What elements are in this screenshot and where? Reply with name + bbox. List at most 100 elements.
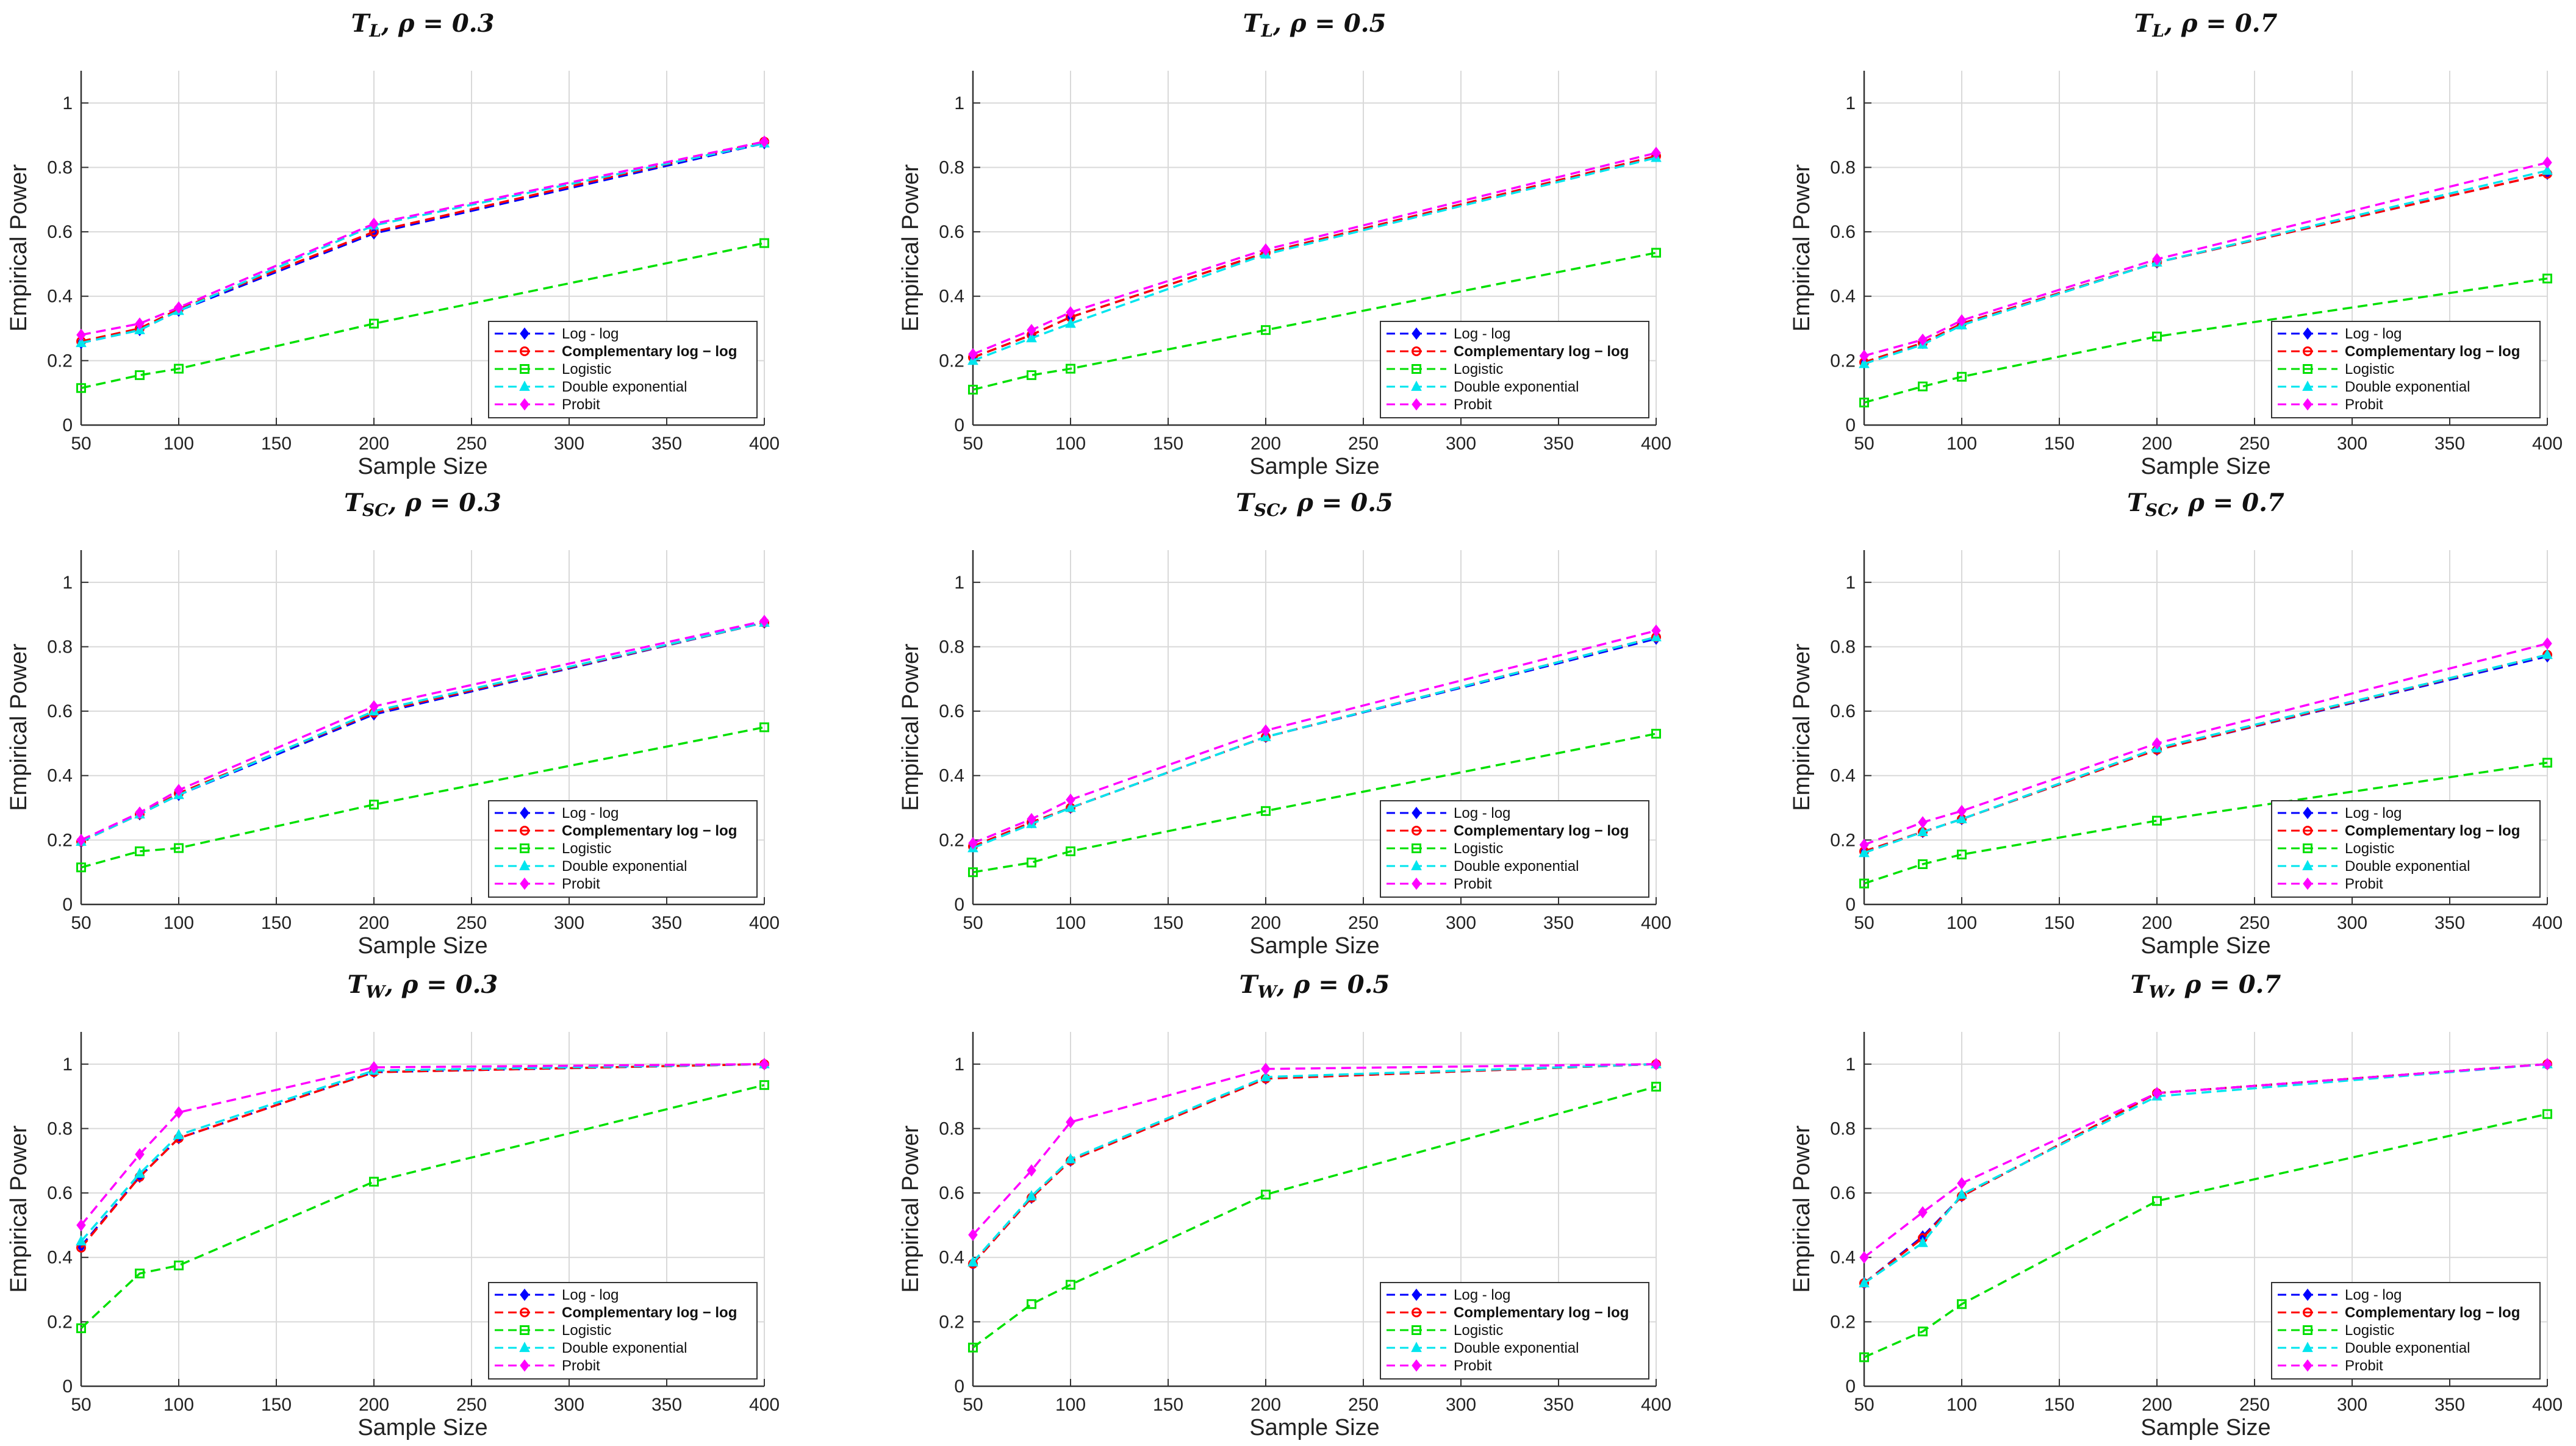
legend-swatch-marker bbox=[1412, 364, 1421, 374]
data-point bbox=[1065, 1153, 1076, 1164]
x-tick-label: 350 bbox=[651, 913, 682, 933]
data-point bbox=[1651, 729, 1661, 739]
x-axis-label: Sample Size bbox=[1249, 1415, 1379, 1441]
legend: Log - log Complementary log − logLogistic… bbox=[2271, 1282, 2541, 1380]
x-tick-label: 100 bbox=[163, 434, 194, 454]
x-tick-label: 400 bbox=[2532, 1395, 2563, 1415]
data-point bbox=[173, 1129, 184, 1139]
data-point bbox=[76, 834, 86, 846]
series-line bbox=[81, 142, 765, 345]
data-point bbox=[2542, 757, 2552, 768]
data-point bbox=[2542, 156, 2552, 169]
series-line bbox=[972, 151, 1657, 356]
y-tick-label: 0.8 bbox=[1830, 1119, 1856, 1139]
x-tick-label: 200 bbox=[1250, 434, 1281, 454]
x-axis-label: Sample Size bbox=[357, 454, 487, 479]
data-point bbox=[759, 615, 769, 628]
legend: Log - log Complementary log − logLogistic… bbox=[488, 1282, 758, 1380]
x-tick-label: 50 bbox=[1854, 1395, 1874, 1415]
legend-swatch-marker bbox=[520, 877, 529, 890]
series-line bbox=[972, 251, 1657, 391]
legend-swatch-marker bbox=[1412, 826, 1421, 836]
y-tick-label: 0.2 bbox=[47, 830, 73, 850]
legend-swatch-marker bbox=[519, 381, 530, 391]
data-point bbox=[135, 317, 145, 330]
data-point bbox=[1066, 1280, 1075, 1290]
y-tick-label: 1 bbox=[1845, 93, 1856, 113]
data-point bbox=[2542, 637, 2552, 650]
legend-swatch-marker bbox=[520, 1359, 529, 1372]
data-point bbox=[968, 384, 978, 395]
legend-swatch-marker bbox=[2303, 1359, 2312, 1372]
legend-entry: Complementary log − log bbox=[1454, 823, 1629, 839]
data-point bbox=[1859, 357, 1870, 368]
data-point bbox=[1918, 1206, 1928, 1219]
legend-entry: Complementary log − log bbox=[1454, 1305, 1629, 1321]
x-tick-label: 150 bbox=[261, 913, 292, 933]
data-point bbox=[1261, 1062, 1271, 1075]
y-tick-label: 0.8 bbox=[939, 1119, 964, 1139]
y-axis-label: Empirical Power bbox=[1789, 643, 1815, 811]
y-axis-label: Empirical Power bbox=[1789, 1125, 1815, 1293]
x-tick-label: 200 bbox=[1250, 1395, 1281, 1415]
data-point bbox=[968, 1342, 978, 1353]
data-point bbox=[174, 301, 184, 314]
data-point bbox=[2152, 737, 2162, 750]
chart-panel-3: 50 100 150 200 250 300 350 400 0 0.2 0.4 0.6 0.8 1 Sam… bbox=[1789, 9, 2563, 479]
chart-panel-5: 50 100 150 200 250 300 350 400 0 0.2 0.4 0.6 0.8 1 Sam… bbox=[898, 489, 1671, 959]
data-point bbox=[1027, 370, 1036, 381]
data-point bbox=[759, 1080, 769, 1090]
data-point bbox=[1651, 248, 1661, 258]
data-point bbox=[2542, 1058, 2552, 1070]
data-point bbox=[76, 337, 87, 348]
legend-entry: Complementary log − log bbox=[562, 1305, 737, 1321]
chart-title: TL, ρ = 0.5 bbox=[1243, 9, 1387, 41]
chart-title: TL, ρ = 0.3 bbox=[351, 9, 495, 41]
x-tick-label: 100 bbox=[1055, 434, 1086, 454]
data-point bbox=[1027, 857, 1036, 868]
series-line bbox=[972, 1063, 1657, 1236]
y-tick-label: 0.4 bbox=[939, 766, 964, 786]
x-tick-label: 300 bbox=[1446, 913, 1476, 933]
y-tick-label: 0.6 bbox=[1830, 222, 1856, 242]
data-point bbox=[1859, 846, 1870, 857]
legend-entry: Double exponential bbox=[1454, 858, 1579, 875]
legend-entry: Double exponential bbox=[2345, 858, 2470, 875]
data-point bbox=[174, 843, 184, 853]
legend-entry: Logistic bbox=[1454, 1322, 1503, 1339]
legend-swatch-marker bbox=[520, 806, 529, 820]
data-point bbox=[1260, 1070, 1271, 1081]
data-point bbox=[1859, 398, 1869, 408]
x-tick-label: 50 bbox=[963, 1395, 983, 1415]
x-tick-label: 250 bbox=[2239, 913, 2270, 933]
y-tick-label: 0 bbox=[954, 1376, 964, 1397]
data-point bbox=[968, 867, 978, 878]
legend-swatch-marker bbox=[2302, 860, 2313, 870]
legend-swatch-marker bbox=[1412, 877, 1421, 890]
y-tick-label: 0.4 bbox=[47, 287, 73, 307]
x-tick-label: 400 bbox=[1641, 1395, 1671, 1415]
x-tick-label: 400 bbox=[2532, 434, 2563, 454]
series-line bbox=[972, 156, 1657, 362]
chart-title: TW, ρ = 0.3 bbox=[348, 970, 498, 1002]
y-tick-label: 1 bbox=[954, 1054, 964, 1075]
legend-swatch-marker bbox=[520, 327, 529, 340]
legend-entry: Log - log bbox=[562, 326, 619, 342]
x-tick-label: 150 bbox=[261, 434, 292, 454]
legend-entry: Probit bbox=[1454, 396, 1492, 413]
legend-swatch-marker bbox=[1412, 806, 1421, 820]
series-line bbox=[1864, 1063, 2548, 1284]
legend-swatch-marker bbox=[2303, 843, 2312, 853]
y-tick-label: 0 bbox=[1845, 1376, 1856, 1397]
data-point bbox=[174, 1106, 184, 1119]
data-point bbox=[1957, 1299, 1967, 1309]
y-tick-label: 0.8 bbox=[939, 157, 964, 177]
legend-entry: Probit bbox=[562, 1358, 600, 1374]
data-point bbox=[134, 1167, 145, 1178]
x-tick-label: 250 bbox=[456, 434, 487, 454]
series-3 bbox=[968, 248, 1661, 395]
data-point bbox=[759, 135, 769, 148]
legend-entry: Double exponential bbox=[562, 379, 687, 395]
legend-swatch-marker bbox=[520, 826, 529, 836]
data-point bbox=[1859, 878, 1869, 889]
